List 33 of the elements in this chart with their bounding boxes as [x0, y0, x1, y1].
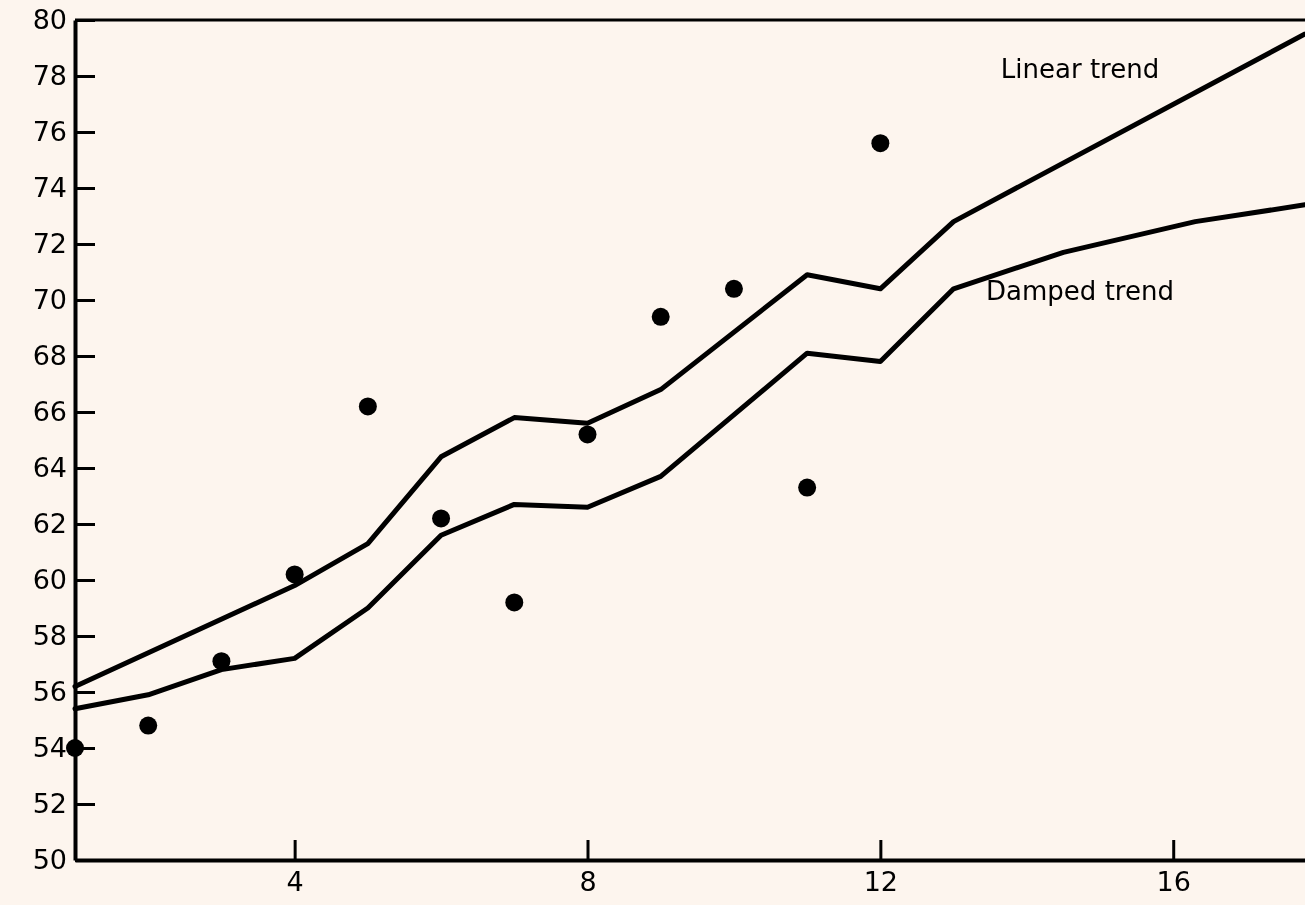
y-tick-label: 56 [32, 676, 67, 708]
x-tick-label: 4 [286, 866, 304, 898]
series-label: Linear trend [1000, 54, 1160, 84]
y-tick-label: 76 [32, 116, 67, 148]
point [285, 565, 304, 584]
y-tick-label: 66 [32, 396, 67, 428]
x-tick-label: 12 [863, 866, 899, 898]
y-tick-label: 60 [32, 564, 67, 596]
point [432, 509, 451, 528]
y-tick-label: 72 [32, 228, 67, 260]
y-tick-label: 54 [32, 732, 67, 764]
y-tick-label: 78 [32, 60, 67, 92]
y-tick-label: 52 [32, 788, 67, 820]
y-tick-label: 80 [32, 4, 67, 36]
y-tick-label: 50 [32, 844, 67, 876]
y-tick-label: 62 [32, 508, 67, 540]
point [724, 279, 743, 298]
y-tick-label: 68 [32, 340, 67, 372]
point [358, 397, 377, 416]
y-tick-label: 58 [32, 620, 67, 652]
x-tick-label: 16 [1156, 866, 1191, 898]
point [66, 739, 84, 757]
point [505, 593, 524, 612]
x-tick-label: 8 [579, 866, 597, 898]
y-tick-label: 64 [32, 452, 67, 484]
point [139, 716, 158, 735]
series-label: Damped trend [986, 275, 1174, 306]
point [578, 425, 597, 444]
point [798, 478, 817, 497]
y-tick-label: 70 [32, 284, 67, 316]
point [651, 307, 670, 326]
point [871, 134, 890, 153]
y-tick-label: 74 [32, 172, 67, 204]
